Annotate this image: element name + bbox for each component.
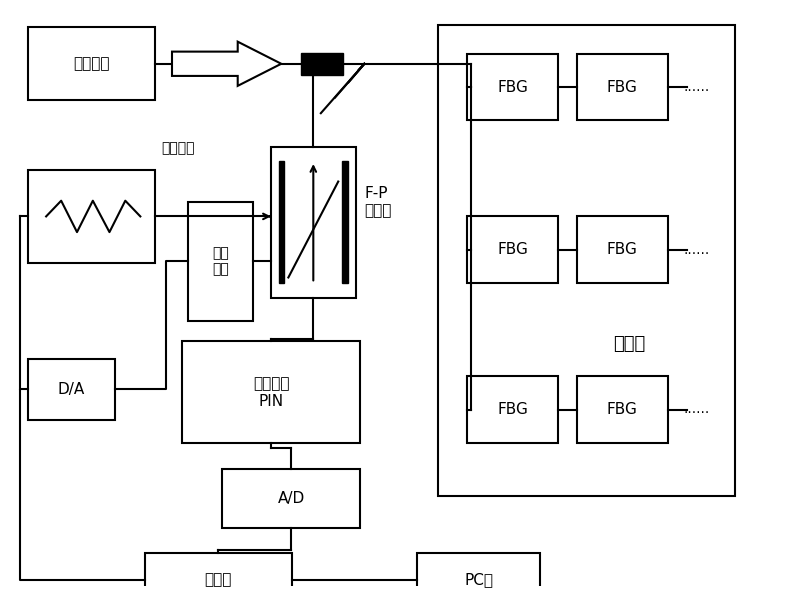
Bar xyxy=(577,216,667,283)
Text: 变压器: 变压器 xyxy=(614,336,646,353)
Bar xyxy=(301,53,343,75)
Bar xyxy=(28,359,115,420)
Bar xyxy=(279,161,285,283)
Bar xyxy=(222,470,361,528)
Bar xyxy=(467,53,558,120)
Bar xyxy=(28,170,154,263)
Text: 单片机: 单片机 xyxy=(205,573,232,588)
Bar xyxy=(271,146,356,298)
Polygon shape xyxy=(172,42,282,86)
Text: F-P
滤波器: F-P 滤波器 xyxy=(364,186,392,218)
Bar xyxy=(577,53,667,120)
Bar xyxy=(467,216,558,283)
Bar xyxy=(438,24,735,496)
Text: 光电转换
PIN: 光电转换 PIN xyxy=(253,376,290,409)
Text: D/A: D/A xyxy=(58,382,85,397)
Text: FBG: FBG xyxy=(606,79,638,94)
Text: ......: ...... xyxy=(683,403,710,416)
Text: A/D: A/D xyxy=(278,491,305,506)
Bar xyxy=(467,377,558,443)
Bar xyxy=(418,553,540,593)
Text: ......: ...... xyxy=(683,243,710,257)
Text: 驱动信号: 驱动信号 xyxy=(161,141,194,155)
Text: 宽带光源: 宽带光源 xyxy=(73,56,110,71)
Text: FBG: FBG xyxy=(498,79,528,94)
Bar xyxy=(28,27,154,100)
Text: FBG: FBG xyxy=(498,402,528,417)
Bar xyxy=(145,553,291,593)
Text: FBG: FBG xyxy=(606,402,638,417)
Text: ......: ...... xyxy=(683,79,710,94)
Text: PC机: PC机 xyxy=(464,573,494,588)
Bar xyxy=(342,161,348,283)
Text: 压电
陶瓷: 压电 陶瓷 xyxy=(212,246,229,276)
Bar xyxy=(182,342,361,443)
Text: FBG: FBG xyxy=(606,243,638,257)
Bar xyxy=(577,377,667,443)
Text: FBG: FBG xyxy=(498,243,528,257)
Bar xyxy=(188,202,253,321)
